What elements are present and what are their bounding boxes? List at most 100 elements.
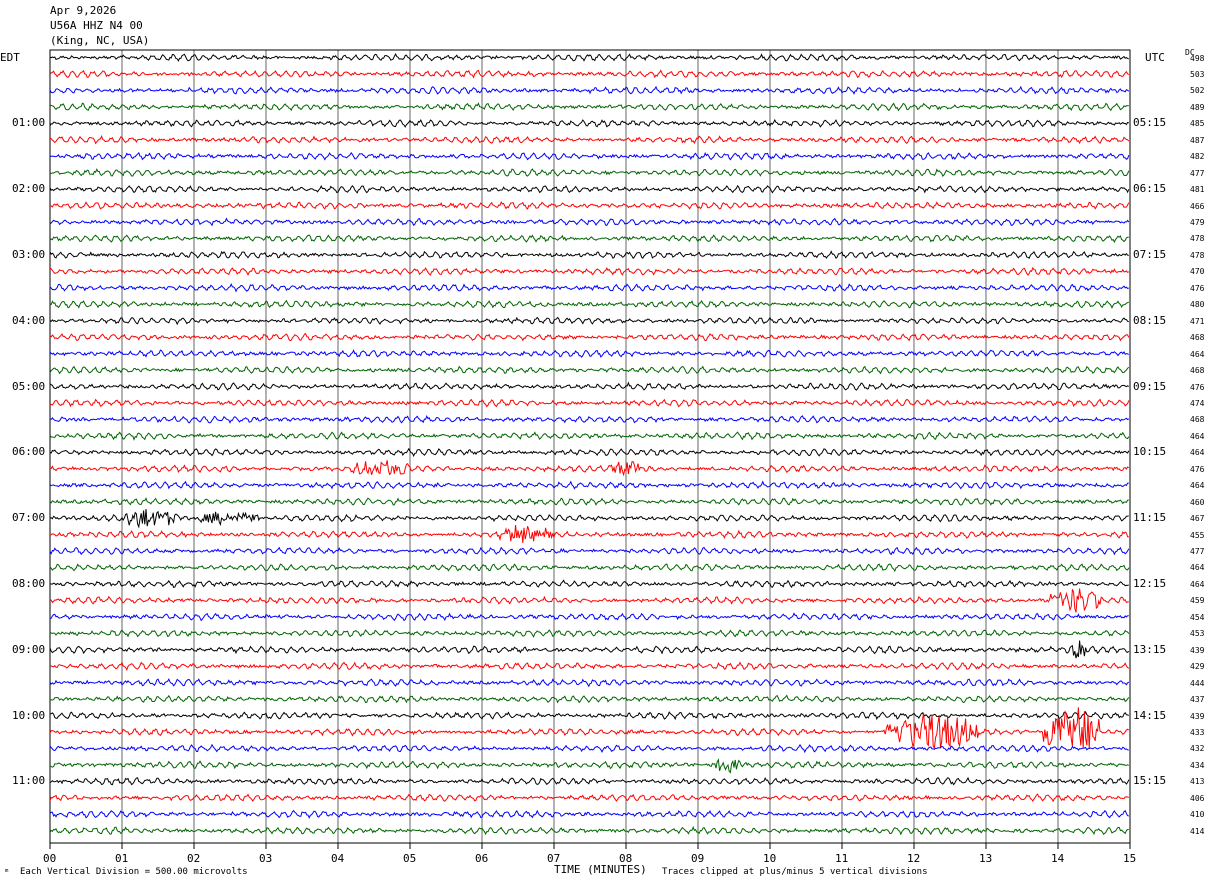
dc-offset-label: 503 (1190, 69, 1205, 79)
dc-offset-label: 466 (1190, 201, 1205, 211)
left-time-label: 04:00 (12, 313, 46, 327)
trace-line-27 (49, 497, 1129, 506)
right-time-label: 15:15 (1133, 774, 1167, 788)
trace-line-25 (49, 460, 1130, 477)
dc-offset-label: 433 (1190, 727, 1205, 737)
trace-line-4 (49, 118, 1129, 128)
trace-line-40 (50, 710, 1129, 721)
left-time-label: 10:00 (12, 708, 46, 722)
trace-line-39 (50, 694, 1130, 704)
x-tick-label-03: 03 (259, 852, 273, 865)
trace-line-38 (49, 678, 1130, 688)
plot-frame (49, 49, 1131, 844)
right-time-label: 12:15 (1133, 576, 1167, 590)
trace-line-20 (49, 381, 1130, 391)
dc-offset-label: 439 (1190, 711, 1205, 721)
dc-label: DC (1185, 48, 1195, 57)
dc-offset-label: 470 (1190, 267, 1205, 277)
trace-line-36 (49, 640, 1130, 659)
dc-offset-label: 478 (1190, 234, 1205, 244)
trace-line-11 (49, 234, 1129, 244)
dc-offset-label: 413 (1190, 777, 1205, 787)
dc-offset-label: 487 (1190, 135, 1205, 145)
dc-offset-label: 485 (1190, 119, 1205, 129)
left-time-label: 03:00 (12, 247, 46, 261)
dc-offset-label: 460 (1190, 497, 1205, 507)
trace-line-18 (49, 349, 1129, 358)
dc-offset-label: 476 (1190, 382, 1205, 392)
trace-line-9 (49, 200, 1130, 210)
trace-line-17 (49, 332, 1130, 342)
trace-line-8 (49, 184, 1130, 194)
dc-offset-label: 480 (1190, 300, 1205, 310)
trace-line-41 (49, 707, 1130, 750)
header-date: Apr 9,2026 (50, 4, 117, 17)
dc-offset-label: 468 (1190, 415, 1205, 425)
right-time-label: 06:15 (1133, 182, 1167, 196)
dc-offset-label: 467 (1190, 514, 1205, 524)
dc-offset-label: 502 (1190, 86, 1205, 96)
header-location: (King, NC, USA) (50, 34, 150, 47)
dc-offset-label: 434 (1190, 760, 1205, 770)
dc-offset-label: 489 (1190, 102, 1205, 112)
x-tick-label-06: 06 (475, 852, 489, 865)
trace-line-32 (49, 579, 1129, 589)
trace-line-0 (49, 53, 1129, 62)
dc-offset-label: 437 (1190, 695, 1205, 705)
seismic-traces (49, 53, 1130, 836)
dc-offset-label: 410 (1190, 810, 1205, 820)
right-time-label: 09:15 (1133, 379, 1167, 393)
dc-offset-label: 478 (1190, 250, 1205, 260)
trace-line-6 (49, 151, 1130, 161)
right-time-label: 14:15 (1133, 708, 1167, 722)
trace-line-29 (49, 525, 1129, 543)
x-axis-label: TIME (MINUTES) (554, 863, 647, 876)
right-time-label: UTC (1145, 50, 1165, 64)
x-tick-label-08: 08 (619, 852, 633, 865)
trace-line-37 (49, 661, 1130, 671)
minute-gridlines (49, 50, 1131, 843)
dc-offset-label: 444 (1190, 678, 1205, 688)
x-tick-label-11: 11 (835, 852, 849, 865)
trace-line-30 (49, 546, 1130, 556)
left-time-label: EDT (0, 50, 20, 64)
trace-line-24 (49, 447, 1130, 458)
dc-offset-label: 464 (1190, 481, 1205, 491)
trace-line-12 (49, 250, 1129, 260)
trace-line-45 (49, 793, 1129, 803)
trace-line-1 (49, 69, 1130, 79)
trace-line-34 (49, 612, 1129, 622)
trace-line-22 (49, 414, 1130, 424)
trace-line-10 (49, 217, 1130, 227)
x-tick-label-12: 12 (907, 852, 921, 865)
trace-line-44 (49, 776, 1130, 786)
header-station: U56A HHZ N4 00 (50, 19, 143, 32)
dc-offset-label: 476 (1190, 464, 1205, 474)
right-time-label: 11:15 (1133, 511, 1167, 525)
right-time-label: 08:15 (1133, 313, 1167, 327)
trace-line-47 (49, 825, 1129, 836)
x-tick-label-10: 10 (763, 852, 777, 865)
dc-offset-label: 498 (1190, 53, 1205, 63)
left-time-label: 08:00 (12, 576, 46, 590)
x-tick-label-09: 09 (691, 852, 705, 865)
trace-line-42 (49, 743, 1129, 754)
trace-line-23 (49, 431, 1130, 441)
left-time-label: 01:00 (12, 116, 46, 130)
x-tick-label-14: 14 (1051, 852, 1065, 865)
dc-offset-label: 474 (1190, 398, 1205, 408)
trace-line-33 (49, 588, 1129, 613)
dc-offset-label: 477 (1190, 547, 1205, 556)
dc-offset-label: 471 (1190, 316, 1205, 326)
trace-line-3 (49, 102, 1129, 112)
dc-offset-label: 468 (1190, 366, 1205, 376)
trace-line-43 (49, 758, 1130, 774)
x-tick-label-00: 00 (43, 852, 57, 865)
x-tick-label-05: 05 (403, 852, 417, 865)
x-tick-label-13: 13 (979, 852, 993, 865)
trace-line-2 (49, 85, 1130, 95)
dc-offset-label: 482 (1190, 152, 1205, 162)
x-tick-marks (49, 843, 1131, 849)
x-tick-label-04: 04 (331, 852, 345, 865)
